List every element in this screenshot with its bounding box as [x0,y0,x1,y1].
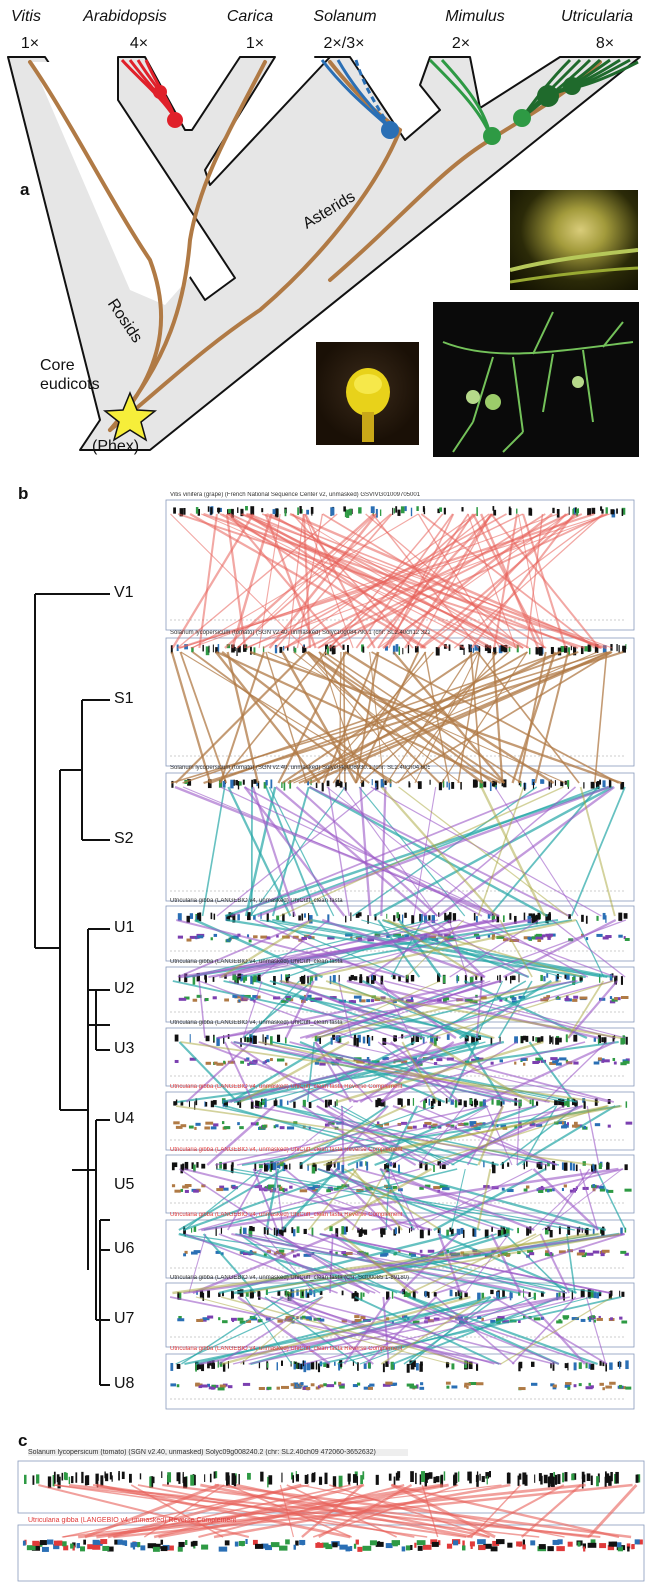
darkgreen-node [513,109,531,127]
panel-b: b [0,470,649,1420]
leaf-label: V1 [114,584,134,601]
species-tree [7,56,641,451]
track-title: Utricularia gibba (LANGEBIO v4, unmasked… [170,1346,403,1352]
leaf-label: U4 [114,1110,135,1127]
red-node [153,85,167,99]
taxon-label: Carica [226,8,274,25]
track-title: Utricularia gibba (LANGEBIO v4, unmasked… [170,959,343,965]
panel-letter-a: a [20,180,30,199]
track-title: Utricularia gibba (LANGEBIO v4, unmasked… [170,1020,343,1026]
panel-letter-c: c [18,1431,28,1450]
ploidy-label: 2×/3× [323,35,365,52]
phex-star-icon [102,391,158,442]
synteny-alignment-c [17,1460,645,1582]
leaf-label: U3 [114,1040,135,1057]
red-node [167,112,183,128]
synteny-alignment [165,499,635,1410]
taxon-label: Arabidopsis [83,8,167,25]
ploidy-label: 2× [451,35,471,52]
track-title: Solanum lycopersicum (tomato) (SGN v2.40… [170,765,430,771]
track-title: Solanum lycopersicum (tomato) (SGN v2.40… [28,1449,408,1456]
leaf-label: U7 [114,1310,135,1327]
gene-tree [34,593,110,1386]
leaf-label: S2 [114,830,134,847]
ploidy-label: 1× [245,35,265,52]
track-title: Vitis vinifera (grape) (French National … [170,492,420,498]
taxon-label: Vitis [11,8,41,25]
taxon-label: Mimulus [445,8,505,25]
flower-photo [316,342,419,445]
panel-letter-b: b [18,484,29,503]
track-title: Utricularia gibba (LANGEBIO v4, unmasked… [170,898,343,904]
green-lineages [428,58,492,136]
bladder-trap-photo [510,190,638,290]
track-title: Utricularia gibba (LANGEBIO v4, unmasked… [170,1212,403,1218]
ploidy-label: 4× [129,35,149,52]
leaf-label: U6 [114,1240,135,1257]
track-title: Utricularia gibba (LANGEBIO v4, unmasked… [170,1084,403,1090]
taxon-label: Utricularia [560,8,633,25]
taxon-label: Solanum [313,8,377,25]
track-title: Solanum lycopersicum (tomato) (SGN v2.40… [170,630,430,636]
panel-a: Vitis Arabidopsis Carica Solanum Mimulus… [0,0,649,470]
core-eudicots-label: Core eudicots [40,357,100,393]
panel-c: c Solanum lycopersicum (tomato) (SGN v2.… [0,1425,649,1583]
leaf-label: U8 [114,1375,135,1392]
green-node [483,127,501,145]
track-title: Utricularia gibba (LANGEBIO v4, unmasked… [170,1275,410,1281]
darkgreen-node [563,77,581,95]
leaf-label: U5 [114,1176,135,1193]
blue-node [381,121,399,139]
ploidy-label: 8× [595,35,615,52]
ploidy-label: 1× [20,35,40,52]
leaf-label: S1 [114,690,134,707]
plant-photo [433,302,639,457]
leaf-label: U1 [114,919,135,936]
track-title: Utricularia gibba (LANGEBIO v4, unmasked… [170,1147,403,1153]
leaf-label: U2 [114,980,135,997]
track-title: Utricularia gibba (LANGEBIO v4, unmasked… [28,1517,237,1524]
darkgreen-node [537,85,559,107]
phex-label: (Phex) [92,438,140,455]
